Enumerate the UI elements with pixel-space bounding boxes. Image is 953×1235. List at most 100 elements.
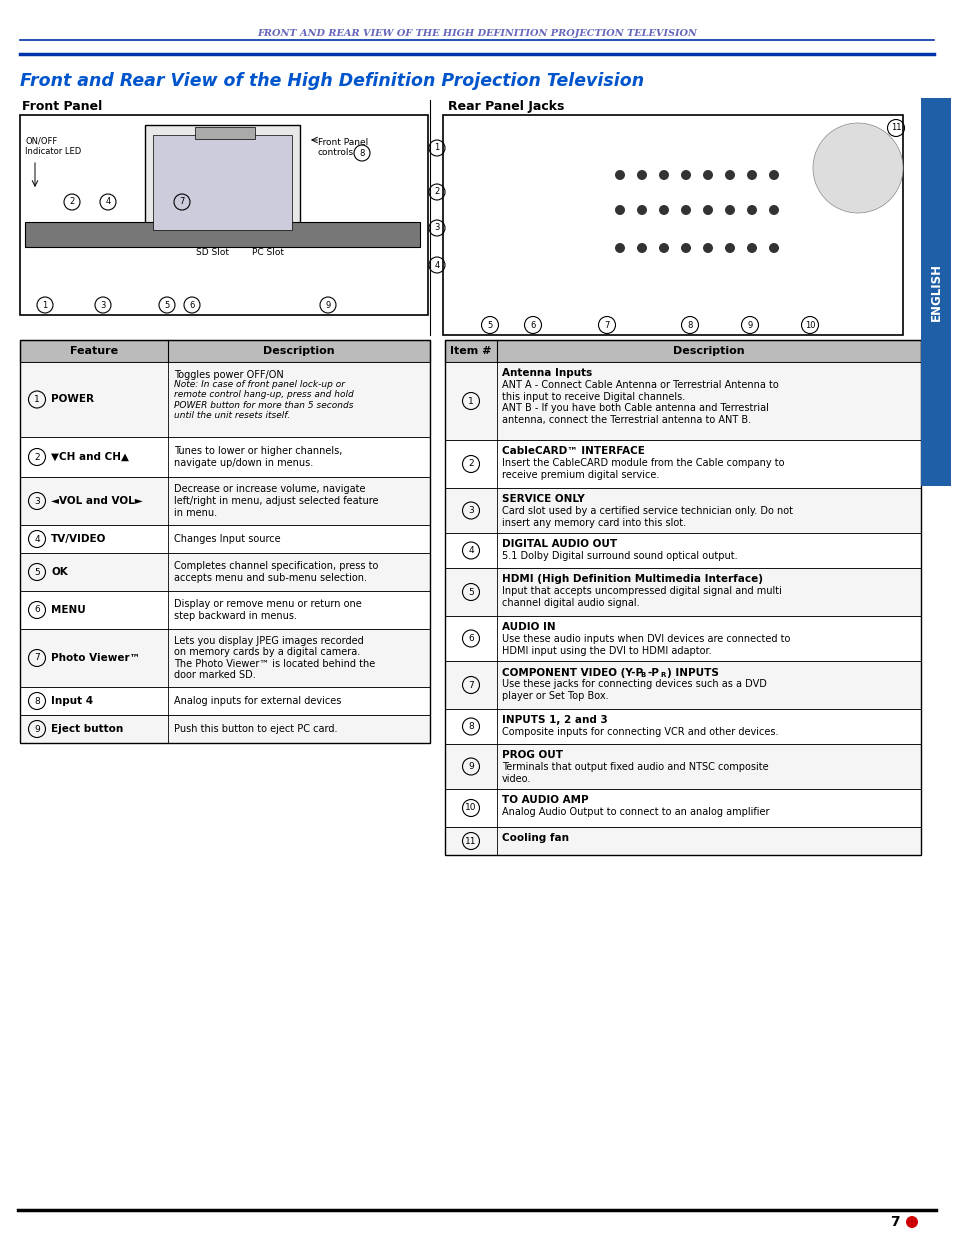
Text: Toggles power OFF/ON: Toggles power OFF/ON: [173, 370, 283, 380]
Text: Front Panel: Front Panel: [22, 100, 102, 112]
Text: 6: 6: [530, 321, 536, 330]
Text: 3: 3: [34, 496, 40, 505]
Circle shape: [812, 124, 902, 212]
Text: 5: 5: [468, 588, 474, 597]
Text: 6: 6: [189, 300, 194, 310]
Bar: [20, 340, 430, 362]
Text: 7: 7: [603, 321, 609, 330]
Text: 1: 1: [34, 395, 40, 404]
Text: 4: 4: [105, 198, 111, 206]
Circle shape: [702, 243, 712, 253]
Text: 7: 7: [889, 1215, 899, 1229]
Bar: [444, 827, 920, 855]
Circle shape: [746, 205, 757, 215]
Text: Input 4: Input 4: [51, 697, 93, 706]
Text: PC Slot: PC Slot: [252, 248, 284, 257]
Text: FRONT AND REAR VIEW OF THE HIGH DEFINITION PROJECTION TELEVISION: FRONT AND REAR VIEW OF THE HIGH DEFINITI…: [256, 28, 697, 38]
Circle shape: [637, 205, 646, 215]
Text: Item #: Item #: [450, 346, 491, 356]
Text: Cooling fan: Cooling fan: [501, 832, 568, 844]
Text: TV/VIDEO: TV/VIDEO: [51, 534, 107, 543]
Circle shape: [659, 205, 668, 215]
Circle shape: [615, 205, 624, 215]
Text: 11: 11: [465, 836, 476, 846]
Bar: [444, 661, 920, 709]
Text: B: B: [639, 672, 644, 678]
Text: 2: 2: [434, 188, 439, 196]
Text: HDMI (High Definition Multimedia Interface): HDMI (High Definition Multimedia Interfa…: [501, 574, 762, 584]
Circle shape: [680, 170, 690, 180]
Text: 9: 9: [34, 725, 40, 734]
Bar: [444, 534, 920, 568]
Text: 10: 10: [804, 321, 815, 330]
Text: SERVICE ONLY: SERVICE ONLY: [501, 494, 584, 504]
Text: Composite inputs for connecting VCR and other devices.: Composite inputs for connecting VCR and …: [501, 727, 778, 737]
Text: PROG OUT: PROG OUT: [501, 750, 562, 760]
Text: Changes Input source: Changes Input source: [173, 534, 280, 543]
Text: Rear Panel Jacks: Rear Panel Jacks: [448, 100, 564, 112]
Text: COMPONENT VIDEO (Y-P: COMPONENT VIDEO (Y-P: [501, 668, 642, 678]
Text: ANT A - Connect Cable Antenna or Terrestrial Antenna to
this input to receive Di: ANT A - Connect Cable Antenna or Terrest…: [501, 380, 778, 425]
Text: Use these jacks for connecting devices such as a DVD
player or Set Top Box.: Use these jacks for connecting devices s…: [501, 679, 766, 700]
Text: ◄VOL and VOL►: ◄VOL and VOL►: [51, 496, 143, 506]
Circle shape: [680, 205, 690, 215]
Text: 10: 10: [465, 804, 476, 813]
Text: 6: 6: [468, 634, 474, 643]
Bar: [20, 477, 430, 525]
Bar: [444, 488, 920, 534]
Text: 2: 2: [34, 452, 40, 462]
Text: OK: OK: [51, 567, 68, 577]
Text: Feature: Feature: [70, 346, 118, 356]
Text: ON/OFF
Indicator LED: ON/OFF Indicator LED: [25, 137, 81, 157]
Text: 3: 3: [434, 224, 439, 232]
Bar: [20, 437, 430, 477]
Text: Decrease or increase volume, navigate
left/right in menu, adjust selected featur: Decrease or increase volume, navigate le…: [173, 484, 378, 517]
Text: 2: 2: [468, 459, 474, 468]
Text: Tunes to lower or higher channels,
navigate up/down in menus.: Tunes to lower or higher channels, navig…: [173, 446, 342, 468]
Text: Display or remove menu or return one
step backward in menus.: Display or remove menu or return one ste…: [173, 599, 361, 621]
Text: SD Slot: SD Slot: [196, 248, 230, 257]
Text: Analog inputs for external devices: Analog inputs for external devices: [173, 697, 341, 706]
Circle shape: [724, 170, 734, 180]
Text: Description: Description: [263, 346, 335, 356]
Circle shape: [746, 243, 757, 253]
Text: 8: 8: [468, 722, 474, 731]
Text: -P: -P: [647, 668, 659, 678]
Circle shape: [905, 1216, 917, 1228]
Text: Card slot used by a certified service technician only. Do not
insert any memory : Card slot used by a certified service te…: [501, 506, 792, 527]
Bar: [444, 709, 920, 743]
Text: 7: 7: [34, 653, 40, 662]
Bar: [444, 440, 920, 488]
Text: 3: 3: [468, 506, 474, 515]
Text: ENGLISH: ENGLISH: [928, 263, 942, 321]
Bar: [444, 340, 920, 362]
Text: CableCARD™ INTERFACE: CableCARD™ INTERFACE: [501, 446, 644, 456]
Text: DIGITAL AUDIO OUT: DIGITAL AUDIO OUT: [501, 538, 617, 550]
Text: 5: 5: [487, 321, 492, 330]
Circle shape: [680, 243, 690, 253]
Text: Terminals that output fixed audio and NTSC composite
video.: Terminals that output fixed audio and NT…: [501, 762, 768, 783]
Text: 4: 4: [434, 261, 439, 269]
Text: 9: 9: [325, 300, 331, 310]
Circle shape: [615, 243, 624, 253]
Circle shape: [724, 205, 734, 215]
Text: 5: 5: [34, 568, 40, 577]
Text: Insert the CableCARD module from the Cable company to
receive premium digital se: Insert the CableCARD module from the Cab…: [501, 458, 783, 479]
Text: Description: Description: [673, 346, 744, 356]
Circle shape: [702, 205, 712, 215]
Text: Front and Rear View of the High Definition Projection Television: Front and Rear View of the High Definiti…: [20, 72, 643, 90]
Text: ) INPUTS: ) INPUTS: [666, 668, 719, 678]
Text: 9: 9: [746, 321, 752, 330]
Text: Photo Viewer™: Photo Viewer™: [51, 653, 140, 663]
Bar: [20, 629, 430, 687]
Text: Input that accepts uncompressed digital signal and multi
channel digital audio s: Input that accepts uncompressed digital …: [501, 585, 781, 608]
Bar: [20, 715, 430, 743]
Bar: [444, 616, 920, 661]
Circle shape: [768, 170, 779, 180]
Text: Eject button: Eject button: [51, 724, 123, 734]
Bar: [20, 553, 430, 592]
Text: Lets you display JPEG images recorded
on memory cards by a digital camera.
The P: Lets you display JPEG images recorded on…: [173, 636, 375, 680]
Bar: [444, 743, 920, 789]
Circle shape: [724, 243, 734, 253]
Text: Note: In case of front panel lock-up or
remote control hang-up, press and hold
P: Note: In case of front panel lock-up or …: [173, 380, 354, 420]
